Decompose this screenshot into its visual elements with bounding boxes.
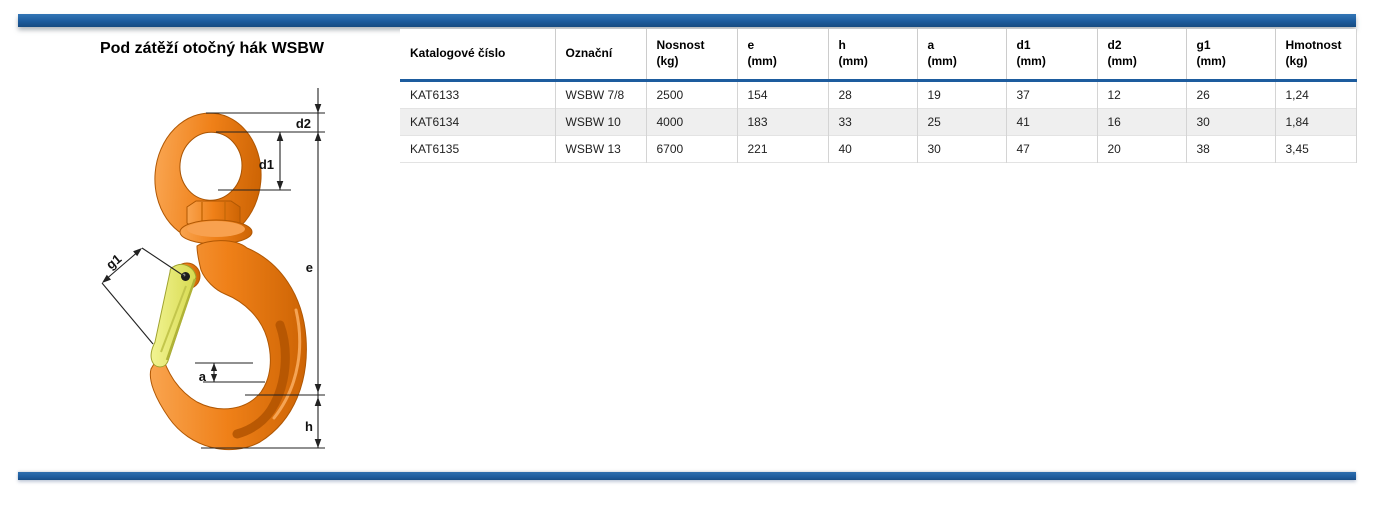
value-cell: 40 bbox=[827, 135, 917, 163]
value-cell: 19 bbox=[916, 80, 1006, 109]
header-row: Katalogové číslo Označní Nosnost (kg) e (mm… bbox=[400, 29, 1357, 81]
value-cell: 4000 bbox=[645, 108, 737, 136]
product-title: Pod zátěží otočný hák WSBW bbox=[99, 40, 324, 57]
value-cell: 30 bbox=[916, 135, 1006, 163]
hook-eye bbox=[154, 112, 262, 242]
bottom-divider-bar bbox=[18, 472, 1356, 480]
latch-pivot bbox=[181, 272, 190, 281]
catalog-number-cell: KAT6133 bbox=[400, 80, 555, 109]
value-cell: 37 bbox=[1005, 80, 1097, 109]
dim-label-a: a bbox=[199, 369, 207, 384]
value-cell: WSBW 10 bbox=[554, 108, 646, 136]
spec-table: Katalogové číslo Označní Nosnost (kg) e (mm… bbox=[400, 29, 1357, 163]
dim-label-d2: d2 bbox=[296, 116, 311, 131]
column-header-5: a (mm) bbox=[916, 29, 1006, 81]
value-cell: 25 bbox=[916, 108, 1006, 136]
value-cell: 16 bbox=[1096, 108, 1186, 136]
column-header-3: e (mm) bbox=[736, 29, 828, 81]
table-row-1: KAT6134 WSBW 10 4000 183 33 25 41 16 30 1,84 bbox=[400, 108, 1357, 136]
column-header-4: h (mm) bbox=[827, 29, 917, 81]
column-header-8: g1 (mm) bbox=[1185, 29, 1275, 81]
value-cell: 20 bbox=[1096, 135, 1186, 163]
value-cell: 12 bbox=[1096, 80, 1186, 109]
dim-label-g1: g1 bbox=[103, 251, 124, 272]
table-row-0: KAT6133 WSBW 7/8 2500 154 28 19 37 12 26 1,24 bbox=[400, 80, 1357, 109]
value-cell: 154 bbox=[736, 80, 828, 109]
dimension-lines bbox=[101, 88, 325, 449]
value-cell: 33 bbox=[827, 108, 917, 136]
value-cell: 41 bbox=[1005, 108, 1097, 136]
value-cell: WSBW 13 bbox=[554, 135, 646, 163]
dim-label-e: e bbox=[306, 260, 313, 275]
value-cell: 2500 bbox=[645, 80, 737, 109]
table-row-2: KAT6135 WSBW 13 6700 221 40 30 47 20 38 3,45 bbox=[400, 135, 1357, 163]
spec-table-body: KAT6133 WSBW 7/8 2500 154 28 19 37 12 26 1,24 KAT6… bbox=[400, 80, 1357, 163]
safety-latch bbox=[150, 263, 197, 368]
value-cell: 3,45 bbox=[1274, 135, 1357, 163]
value-cell: 6700 bbox=[645, 135, 737, 163]
value-cell: 26 bbox=[1185, 80, 1275, 109]
catalog-number-cell: KAT6135 bbox=[400, 135, 555, 163]
value-cell: 30 bbox=[1185, 108, 1275, 136]
column-header-7: d2 (mm) bbox=[1096, 29, 1186, 81]
value-cell: 1,24 bbox=[1274, 80, 1357, 109]
column-header-6: d1 (mm) bbox=[1005, 29, 1097, 81]
dim-label-d1: d1 bbox=[259, 157, 274, 172]
value-cell: 1,84 bbox=[1274, 108, 1357, 136]
spec-table-head: Katalogové číslo Označní Nosnost (kg) e (mm… bbox=[400, 29, 1357, 81]
top-divider-bar bbox=[18, 14, 1356, 27]
value-cell: 183 bbox=[736, 108, 828, 136]
column-header-9: Hmotnost (kg) bbox=[1274, 29, 1357, 81]
value-cell: 28 bbox=[827, 80, 917, 109]
value-cell: 221 bbox=[736, 135, 828, 163]
dim-label-h: h bbox=[305, 419, 313, 434]
column-header-0: Katalogové číslo bbox=[400, 29, 555, 81]
hook-groove bbox=[232, 320, 290, 439]
catalog-number-cell: KAT6134 bbox=[400, 108, 555, 136]
value-cell: 38 bbox=[1185, 135, 1275, 163]
value-cell: WSBW 7/8 bbox=[554, 80, 646, 109]
column-header-1: Označní bbox=[554, 29, 646, 81]
hook-highlight bbox=[272, 308, 302, 420]
hook-technical-drawing: d2 d1 e g1 a h bbox=[101, 88, 325, 450]
column-header-2: Nosnost (kg) bbox=[645, 29, 737, 81]
value-cell: 47 bbox=[1005, 135, 1097, 163]
